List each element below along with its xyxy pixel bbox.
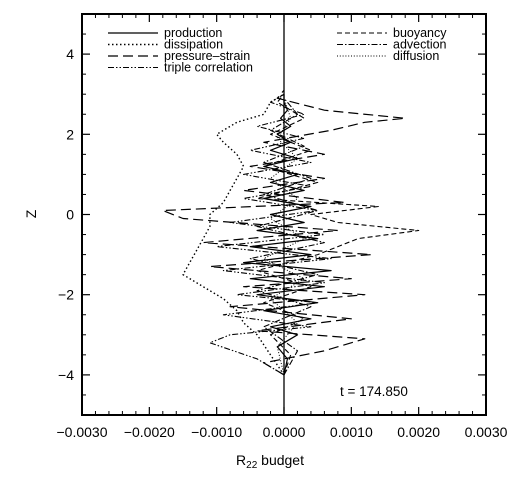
x-tick-label: 0.0030 (465, 424, 508, 440)
legend-item-production: production (108, 26, 222, 40)
series-line-diffusion (263, 98, 305, 376)
series-line-advection (249, 97, 325, 376)
legend-item-diffusion: diffusion (337, 49, 439, 63)
y-axis-title: Z (23, 209, 39, 218)
legend-label: diffusion (393, 49, 439, 63)
series-layer (162, 14, 420, 415)
legend: productiondissipationpressure–straintrip… (108, 26, 447, 75)
legend-label: buoyancy (393, 26, 447, 40)
legend-item-buoyancy: buoyancy (337, 26, 447, 40)
legend-label: production (164, 26, 222, 40)
x-tick-label: 0.0010 (330, 424, 373, 440)
x-tick-label: −0.0010 (191, 424, 242, 440)
x-axis-title: R22 budget (236, 452, 304, 471)
x-axis-title-main: R (236, 452, 246, 468)
x-tick-label: 0.0020 (397, 424, 440, 440)
series-line-triple-correlation (209, 93, 332, 376)
time-annotation: t = 174.850 (340, 384, 408, 399)
x-tick-label: 0.0000 (263, 424, 306, 440)
legend-label: triple correlation (164, 61, 253, 75)
x-tick-label: −0.0020 (124, 424, 175, 440)
y-tick-label: −4 (58, 367, 74, 383)
legend-label: advection (393, 38, 447, 52)
series-line-dissipation (182, 93, 285, 376)
x-axis-title-subscript: 22 (246, 460, 258, 471)
x-axis-title-suffix: budget (257, 452, 304, 468)
legend-item-pressure-strain: pressure–strain (108, 49, 250, 63)
legend-label: pressure–strain (164, 49, 250, 63)
y-tick-label: 4 (66, 46, 74, 62)
legend-item-advection: advection (337, 38, 447, 52)
y-tick-label: 2 (66, 126, 74, 142)
series-line-pressure-strain (162, 89, 406, 376)
y-tick-label: 0 (66, 207, 74, 223)
legend-item-triple-correlation: triple correlation (108, 61, 253, 75)
x-tick-label: −0.0030 (57, 424, 108, 440)
legend-item-dissipation: dissipation (108, 38, 223, 52)
y-tick-label: −2 (58, 287, 74, 303)
tick-layer: −0.0030 −0.0020 −0.0010 0.0000 0.0010 0.0020 0… (57, 13, 508, 440)
legend-label: dissipation (164, 38, 223, 52)
